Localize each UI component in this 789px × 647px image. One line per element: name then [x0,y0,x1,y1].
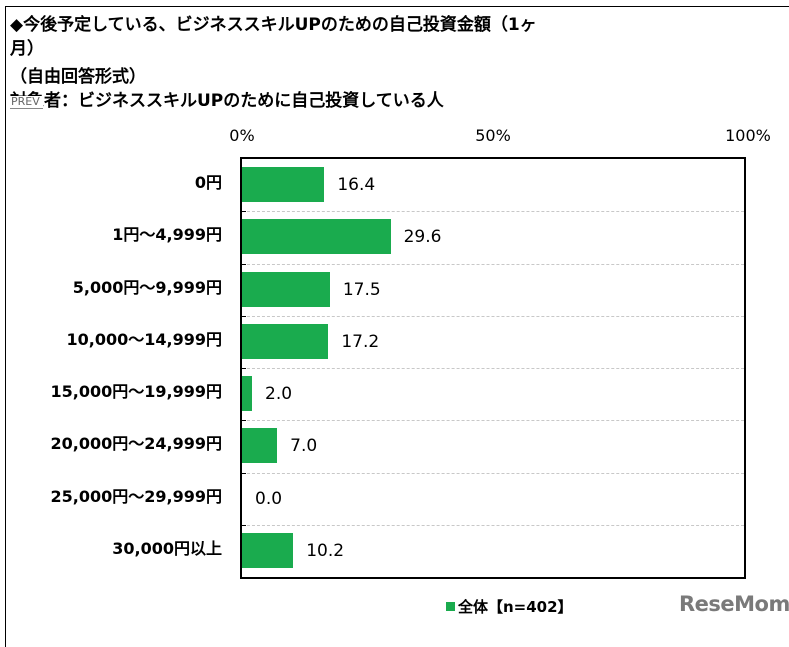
x-tick-0: 0% [229,126,255,145]
bar [242,271,330,307]
value-label: 17.2 [341,331,380,352]
format-note: （自由回答形式） [10,67,146,87]
bar [242,428,278,464]
y-tick-mark [240,315,246,317]
x-tick-100: 100% [725,126,771,145]
category-label: 10,000～14,999円 [66,329,223,349]
bar [242,219,391,255]
category-label: 25,000円～29,999円 [50,486,223,506]
gridline [242,263,744,265]
chart-title-line1: ◆今後予定している、ビジネススキルUPのための自己投資金額（1ヶ [10,15,537,35]
value-label: 29.6 [403,227,442,248]
y-tick-mark [240,368,246,369]
category-label: 15,000円～19,999円 [50,382,223,401]
gridline [242,368,744,369]
gridline [242,211,744,213]
gridline [242,315,744,317]
value-label: 7.0 [290,436,318,457]
category-label: 0円 [194,173,222,192]
value-label: 16.4 [337,175,376,195]
gridline [242,472,744,474]
value-label: 0.0 [255,488,283,509]
category-label: 1円～4,999円 [112,225,222,245]
legend: 全体【n=402】 [446,596,573,617]
bar [242,167,325,202]
value-label: 2.0 [265,384,293,404]
category-label: 20,000円～24,999円 [50,434,223,454]
category-label: 5,000円～9,999円 [72,277,222,297]
category-label: 30,000円以上 [112,538,222,558]
chart-title-line2: 月） [10,39,44,59]
prev-link[interactable]: PREV [10,96,43,109]
plot-area: 16.4 29.6 17.5 17.2 2.0 7.0 0.0 10.2 [240,157,746,579]
resemom-logo: ReseMom [679,592,789,616]
y-tick-mark [240,211,246,213]
value-label: 10.2 [306,540,345,561]
bar [242,532,294,568]
y-tick-mark [240,524,246,526]
x-tick-50: 50% [475,126,511,145]
value-label: 17.5 [342,279,381,300]
bar [242,376,253,411]
gridline [242,420,744,422]
y-tick-mark [240,263,246,265]
target-note: 対象者：ビジネススキルUPのために自己投資している人 [10,91,444,111]
bar [242,323,329,359]
y-tick-mark [240,420,246,422]
legend-swatch-icon [446,602,455,611]
legend-label: 全体【n=402】 [458,598,573,616]
gridline [242,524,744,526]
chart-frame [5,6,789,647]
y-tick-mark [240,472,246,474]
